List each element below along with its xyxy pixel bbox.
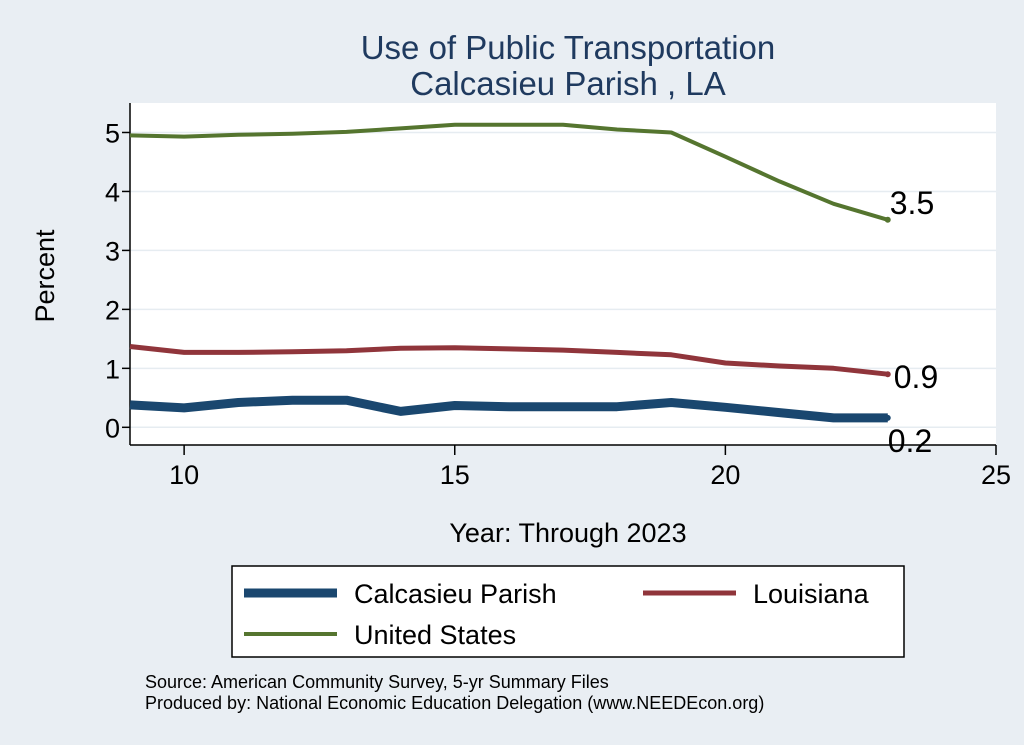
legend-label: Calcasieu Parish [354, 579, 557, 609]
end-value-label: 3.5 [890, 185, 934, 221]
produced-by-note: Produced by: National Economic Education… [145, 693, 764, 713]
chart-title-line-2: Calcasieu Parish , LA [410, 65, 725, 102]
legend-label: United States [354, 620, 516, 650]
legend-label: Louisiana [753, 579, 870, 609]
y-tick-label: 0 [105, 413, 120, 443]
series-lines [129, 122, 891, 423]
y-tick-label: 2 [105, 295, 120, 325]
series-line-united-states [129, 122, 889, 222]
series-line-calcasieu-parish [129, 395, 888, 423]
y-tick-label: 4 [105, 177, 120, 207]
end-value-label: 0.9 [894, 359, 938, 395]
series-end-point [884, 414, 891, 421]
source-note: Source: American Community Survey, 5-yr … [145, 672, 609, 692]
series-end-point [884, 371, 891, 378]
y-tick-label: 5 [105, 118, 120, 148]
y-axis-title: Percent [30, 229, 60, 323]
plot-area [130, 103, 996, 445]
x-tick-label: 15 [440, 460, 470, 490]
series-line-louisiana [129, 344, 889, 377]
legend-box [231, 565, 905, 658]
y-tick-label: 3 [105, 236, 120, 266]
x-tick-label: 25 [981, 460, 1011, 490]
x-tick-label: 20 [710, 460, 740, 490]
x-tick-label: 10 [169, 460, 199, 490]
end-labels: 0.2 0.9 3.5 [888, 185, 938, 459]
series-end-point [884, 216, 891, 223]
legend: Calcasieu Parish Louisiana United States [231, 565, 905, 658]
y-tick-label: 1 [105, 354, 120, 384]
chart-title-line-1: Use of Public Transportation [361, 29, 776, 66]
end-value-label: 0.2 [888, 423, 932, 459]
x-axis-title: Year: Through 2023 [449, 518, 686, 548]
axes: 0 1 2 3 4 5 10 15 20 25 [105, 103, 1011, 490]
